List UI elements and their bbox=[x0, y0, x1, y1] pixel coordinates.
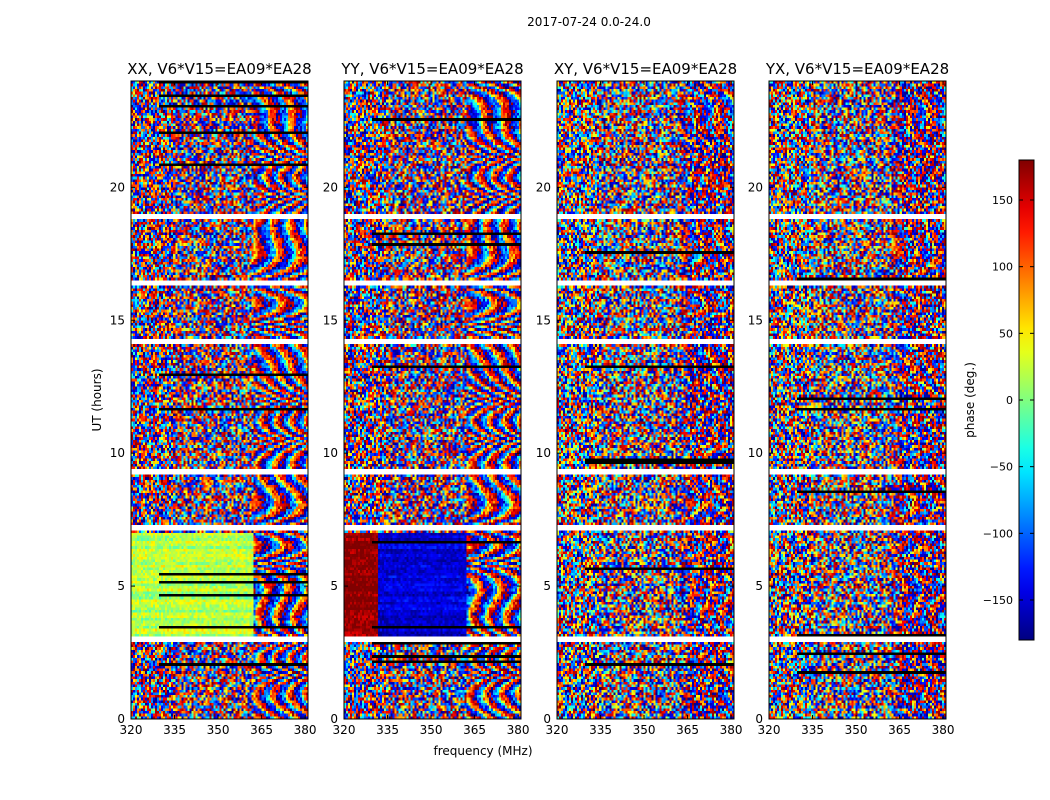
y-tick-label: 15 bbox=[110, 313, 125, 327]
y-tick-label: 10 bbox=[110, 446, 125, 460]
x-tick-label: 320 bbox=[120, 723, 143, 737]
plot-frame bbox=[343, 80, 522, 720]
y-tick-label: 15 bbox=[748, 313, 763, 327]
y-tick-label: 10 bbox=[748, 446, 763, 460]
y-tick-label: 15 bbox=[536, 313, 551, 327]
x-tick-label: 365 bbox=[676, 723, 699, 737]
x-tick-label: 380 bbox=[507, 723, 530, 737]
colorbar-tick-label: 100 bbox=[992, 261, 1013, 274]
y-tick-label: 15 bbox=[323, 313, 338, 327]
x-tick-label: 320 bbox=[333, 723, 356, 737]
x-tick-label: 350 bbox=[420, 723, 443, 737]
figure-title: 2017-07-24 0.0-24.0 bbox=[527, 15, 651, 29]
colorbar-tick-label: −100 bbox=[983, 527, 1013, 540]
y-tick-label: 5 bbox=[543, 579, 551, 593]
panels: 320 335 350 365 380 0 5 10 15 20 XX, V6*V15=EA09*E… bbox=[90, 60, 955, 758]
x-tick-label: 350 bbox=[845, 723, 868, 737]
heatmap-image bbox=[131, 81, 308, 719]
x-tick-label: 320 bbox=[546, 723, 569, 737]
y-tick-label: 5 bbox=[755, 579, 763, 593]
panel-title: XY, V6*V15=EA09*EA28 bbox=[554, 60, 737, 78]
x-tick-label: 335 bbox=[376, 723, 399, 737]
y-tick-label: 10 bbox=[323, 446, 338, 460]
y-tick-label: 5 bbox=[117, 579, 125, 593]
x-tick-label: 380 bbox=[720, 723, 743, 737]
x-tick-label: 335 bbox=[163, 723, 186, 737]
colorbar-tick-label: −150 bbox=[983, 594, 1013, 607]
colorbar: 150 100 50 0 −50 −100 −150 phase (deg.) bbox=[963, 159, 1035, 641]
x-tick-label: 380 bbox=[294, 723, 317, 737]
y-tick-label: 5 bbox=[330, 579, 338, 593]
x-axis-label: frequency (MHz) bbox=[433, 744, 532, 758]
y-tick-label: 10 bbox=[536, 446, 551, 460]
y-tick-label: 0 bbox=[543, 712, 551, 726]
heatmap-image bbox=[557, 81, 734, 719]
colorbar-tick-label: 50 bbox=[999, 327, 1013, 340]
y-axis-label: UT (hours) bbox=[90, 368, 104, 431]
colorbar-tick-label: 150 bbox=[992, 194, 1013, 207]
colorbar-tick-label: −50 bbox=[990, 461, 1013, 474]
y-tick-label: 0 bbox=[755, 712, 763, 726]
y-tick-label: 20 bbox=[748, 180, 763, 194]
x-tick-label: 350 bbox=[633, 723, 656, 737]
plot-frame bbox=[130, 80, 309, 720]
x-tick-label: 365 bbox=[250, 723, 273, 737]
y-tick-label: 0 bbox=[117, 712, 125, 726]
y-tick-label: 20 bbox=[110, 180, 125, 194]
y-tick-label: 0 bbox=[330, 712, 338, 726]
x-tick-label: 320 bbox=[758, 723, 781, 737]
x-tick-label: 365 bbox=[463, 723, 486, 737]
panel-1: 320 335 350 365 380 0 5 10 15 20 YY, V6*V15=EA09*E… bbox=[323, 60, 533, 758]
heatmap-image bbox=[769, 81, 946, 719]
x-tick-label: 380 bbox=[932, 723, 955, 737]
plot-frame bbox=[768, 80, 947, 720]
panel-title: YX, V6*V15=EA09*EA28 bbox=[765, 60, 949, 78]
colorbar-label: phase (deg.) bbox=[963, 362, 977, 438]
x-tick-label: 365 bbox=[888, 723, 911, 737]
panel-title: YY, V6*V15=EA09*EA28 bbox=[340, 60, 523, 78]
x-tick-label: 350 bbox=[207, 723, 230, 737]
x-tick-label: 335 bbox=[801, 723, 824, 737]
panel-2: 320 335 350 365 380 0 5 10 15 20 XY, V6*V15=EA09*E… bbox=[536, 60, 743, 737]
panel-title: XX, V6*V15=EA09*EA28 bbox=[127, 60, 311, 78]
x-tick-label: 335 bbox=[589, 723, 612, 737]
y-tick-label: 20 bbox=[536, 180, 551, 194]
y-tick-label: 20 bbox=[323, 180, 338, 194]
heatmap-image bbox=[344, 81, 521, 719]
plot-frame bbox=[556, 80, 735, 720]
panel-3: 320 335 350 365 380 0 5 10 15 20 YX, V6*V15=EA09*E… bbox=[748, 60, 955, 737]
colorbar-tick-label: 0 bbox=[1006, 394, 1013, 407]
panel-0: 320 335 350 365 380 0 5 10 15 20 XX, V6*V15=EA09*E… bbox=[90, 60, 317, 737]
